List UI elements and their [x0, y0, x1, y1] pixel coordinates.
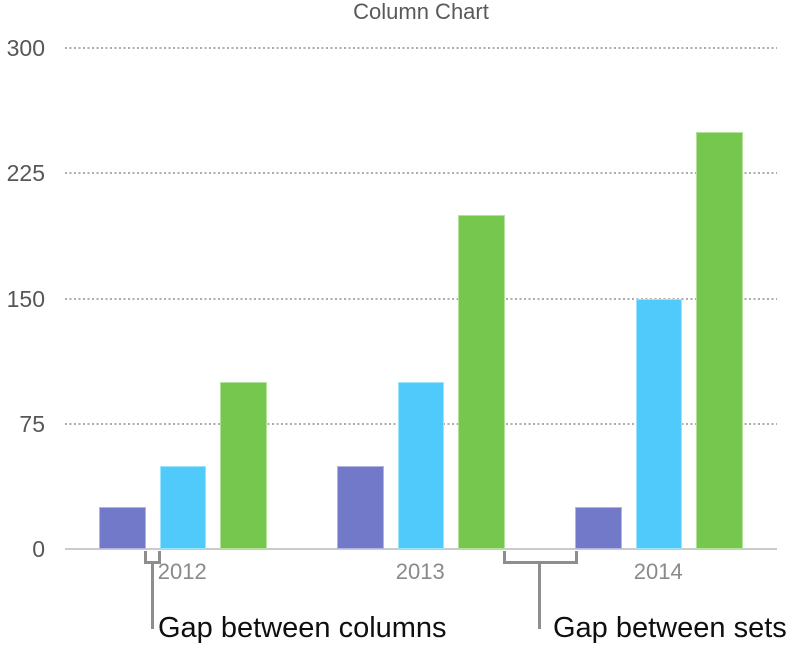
bar-2014-blue [635, 298, 682, 549]
bar-2013-blue [397, 382, 444, 549]
y-tick-label-150: 150 [6, 285, 45, 312]
gap-between-sets-label: Gap between sets [553, 612, 787, 644]
bar-2013-green [458, 215, 505, 549]
x-category-label-2013: 2013 [395, 559, 445, 584]
gap-between-columns-label: Gap between columns [158, 612, 447, 644]
bar-2012-green [220, 382, 267, 549]
gap-between-sets-leader-line [538, 562, 541, 629]
bar-2012-blue [159, 465, 206, 549]
gridline-225 [65, 172, 777, 175]
gridline-150 [65, 297, 777, 300]
y-tick-label-225: 225 [6, 160, 45, 187]
bar-2014-purple [575, 507, 622, 549]
x-category-label-2014: 2014 [633, 559, 683, 584]
bar-2012-purple [99, 507, 146, 549]
x-axis-line [65, 548, 777, 550]
y-tick-label-0: 0 [32, 536, 45, 562]
gridline-300 [65, 47, 777, 49]
y-tick-label-300: 300 [6, 35, 45, 61]
chart-title: Column Chart [353, 0, 489, 24]
bar-2014-green [696, 131, 743, 549]
gap-between-columns-leader-line [151, 562, 154, 629]
bar-2013-purple [337, 465, 384, 549]
y-tick-label-75: 75 [19, 410, 45, 437]
x-category-label-2012: 2012 [157, 559, 207, 584]
